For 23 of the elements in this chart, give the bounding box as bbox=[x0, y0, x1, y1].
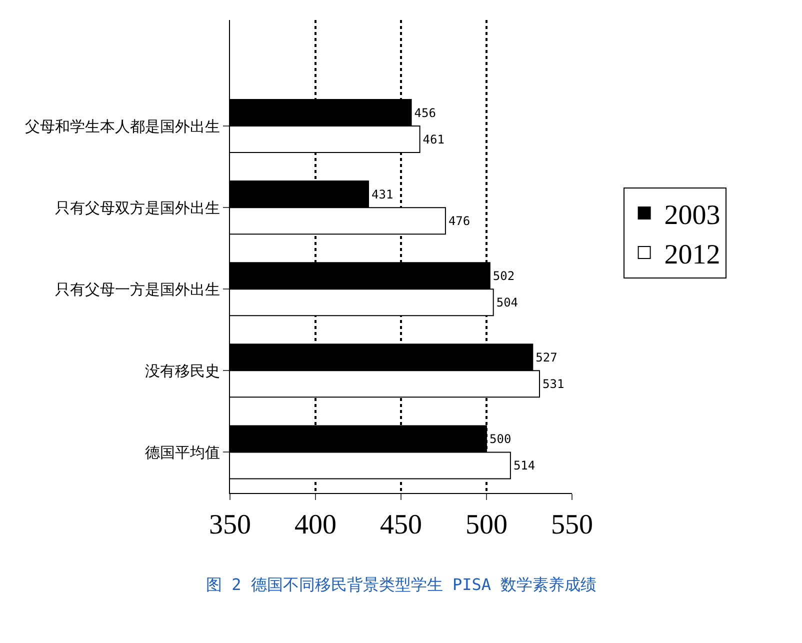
y-tick-label: 没有移民史 bbox=[145, 362, 220, 380]
data-label: 456 bbox=[414, 106, 436, 120]
legend-label: 2012 bbox=[664, 239, 720, 270]
data-label: 527 bbox=[536, 350, 558, 364]
data-label: 531 bbox=[542, 376, 564, 391]
legend-label: 2003 bbox=[664, 200, 720, 231]
y-tick-label: 父母和学生本人都是国外出生 bbox=[25, 117, 220, 136]
x-tick-label: 400 bbox=[294, 510, 336, 541]
data-label: 502 bbox=[492, 268, 515, 283]
x-tick-label: 350 bbox=[209, 510, 251, 541]
data-label: 476 bbox=[448, 214, 470, 228]
x-tick-label: 450 bbox=[380, 510, 422, 541]
data-label: 500 bbox=[490, 432, 512, 446]
data-label: 504 bbox=[496, 295, 518, 310]
x-tick-label: 550 bbox=[551, 510, 593, 541]
x-tick-label: 500 bbox=[466, 510, 508, 541]
data-label: 431 bbox=[372, 187, 394, 202]
caption: 图 2 德国不同移民背景类型学生 PISA 数学素养成绩 bbox=[206, 575, 597, 594]
data-label: 461 bbox=[422, 132, 444, 146]
y-tick-label: 德国平均值 bbox=[145, 443, 220, 462]
data-label: 514 bbox=[513, 458, 536, 472]
y-tick-label: 只有父母双方是国外出生 bbox=[55, 198, 220, 217]
y-tick-label: 只有父母一方是国外出生 bbox=[55, 280, 220, 298]
